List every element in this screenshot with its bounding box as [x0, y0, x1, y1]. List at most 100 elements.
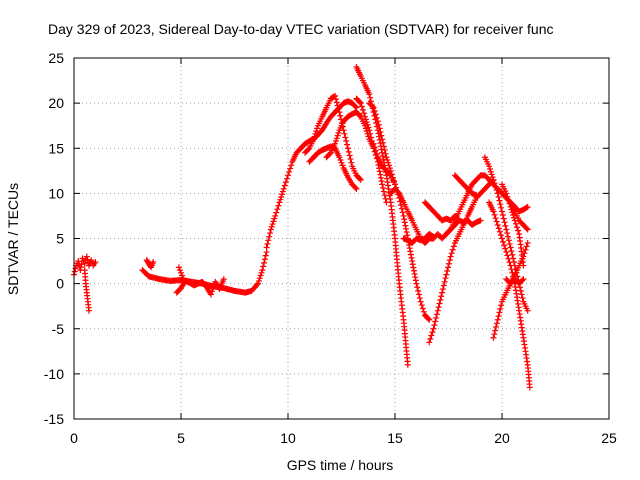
data-point	[332, 138, 339, 145]
data-point	[506, 200, 513, 207]
data-point	[383, 154, 390, 161]
data-point	[359, 106, 366, 113]
data-point	[386, 165, 393, 172]
data-point	[524, 203, 531, 210]
series-s5	[173, 276, 227, 298]
data-point	[504, 252, 511, 259]
data-point	[417, 298, 424, 305]
data-point	[500, 238, 507, 245]
data-point	[344, 145, 351, 152]
data-point	[263, 244, 270, 251]
data-point	[494, 221, 501, 228]
data-point	[496, 309, 503, 316]
data-point	[523, 243, 530, 250]
data-point	[511, 217, 518, 224]
series-s26	[499, 181, 527, 269]
data-point	[175, 264, 182, 271]
data-point	[401, 216, 408, 223]
series-s11	[353, 64, 411, 368]
data-point	[332, 140, 339, 147]
y-tick-label: 15	[48, 140, 64, 156]
data-point	[269, 221, 276, 228]
data-point	[358, 103, 365, 110]
data-point	[345, 148, 352, 155]
data-point	[498, 302, 505, 309]
data-point	[507, 244, 514, 251]
data-point	[430, 233, 437, 240]
data-point	[382, 150, 389, 157]
data-point	[275, 202, 282, 209]
y-tick-label: 25	[48, 50, 64, 66]
series-s21	[481, 154, 531, 314]
data-point	[444, 267, 451, 274]
data-point	[429, 329, 436, 336]
data-point	[277, 196, 284, 203]
data-point	[439, 289, 446, 296]
data-point	[520, 276, 527, 283]
data-point	[380, 143, 387, 150]
data-point	[210, 285, 217, 292]
data-point	[220, 276, 227, 283]
data-point	[439, 286, 446, 293]
data-point	[367, 130, 374, 137]
data-point	[366, 127, 373, 134]
data-point	[416, 295, 423, 302]
data-point	[450, 243, 457, 250]
data-point	[287, 165, 294, 172]
data-point	[280, 185, 287, 192]
data-point	[508, 248, 515, 255]
y-tick-label: 5	[56, 231, 64, 247]
data-point	[515, 227, 522, 234]
data-point	[378, 132, 385, 139]
data-point	[267, 226, 274, 233]
data-point	[384, 156, 391, 163]
data-point	[509, 251, 516, 258]
data-point	[427, 335, 434, 342]
data-point	[504, 230, 511, 237]
data-point	[180, 275, 187, 282]
data-point	[520, 262, 527, 269]
data-point	[288, 162, 295, 169]
data-point	[268, 223, 275, 230]
data-point	[441, 278, 448, 285]
data-point	[499, 208, 505, 215]
data-point	[491, 211, 498, 218]
data-point	[333, 135, 340, 142]
data-point	[518, 291, 525, 298]
data-point	[353, 185, 360, 192]
data-point	[434, 307, 441, 314]
data-point	[341, 130, 348, 137]
data-point	[410, 264, 417, 271]
data-point	[71, 268, 78, 275]
series-s14	[370, 140, 398, 188]
data-point	[504, 233, 511, 240]
data-point	[332, 96, 339, 103]
data-point	[285, 172, 291, 179]
data-point	[312, 130, 319, 137]
data-point	[411, 270, 418, 277]
data-point	[356, 99, 363, 106]
data-point	[492, 183, 499, 190]
data-point	[504, 193, 511, 200]
data-point	[79, 255, 86, 262]
data-point	[261, 256, 268, 263]
data-point	[435, 304, 442, 311]
data-point	[366, 91, 373, 98]
data-point	[265, 237, 272, 244]
data-point	[426, 316, 433, 323]
data-point	[380, 188, 387, 195]
data-point	[83, 253, 90, 260]
data-point	[305, 146, 312, 153]
data-point	[337, 156, 344, 163]
data-point	[524, 226, 531, 233]
data-point	[207, 291, 214, 298]
data-point	[336, 109, 343, 116]
data-point	[178, 269, 184, 276]
data-point	[365, 124, 372, 131]
data-point	[259, 267, 266, 274]
data-point	[512, 220, 519, 227]
y-tick-label: 20	[48, 95, 64, 111]
data-point	[338, 159, 345, 166]
data-point	[502, 245, 509, 252]
data-point	[505, 237, 512, 244]
